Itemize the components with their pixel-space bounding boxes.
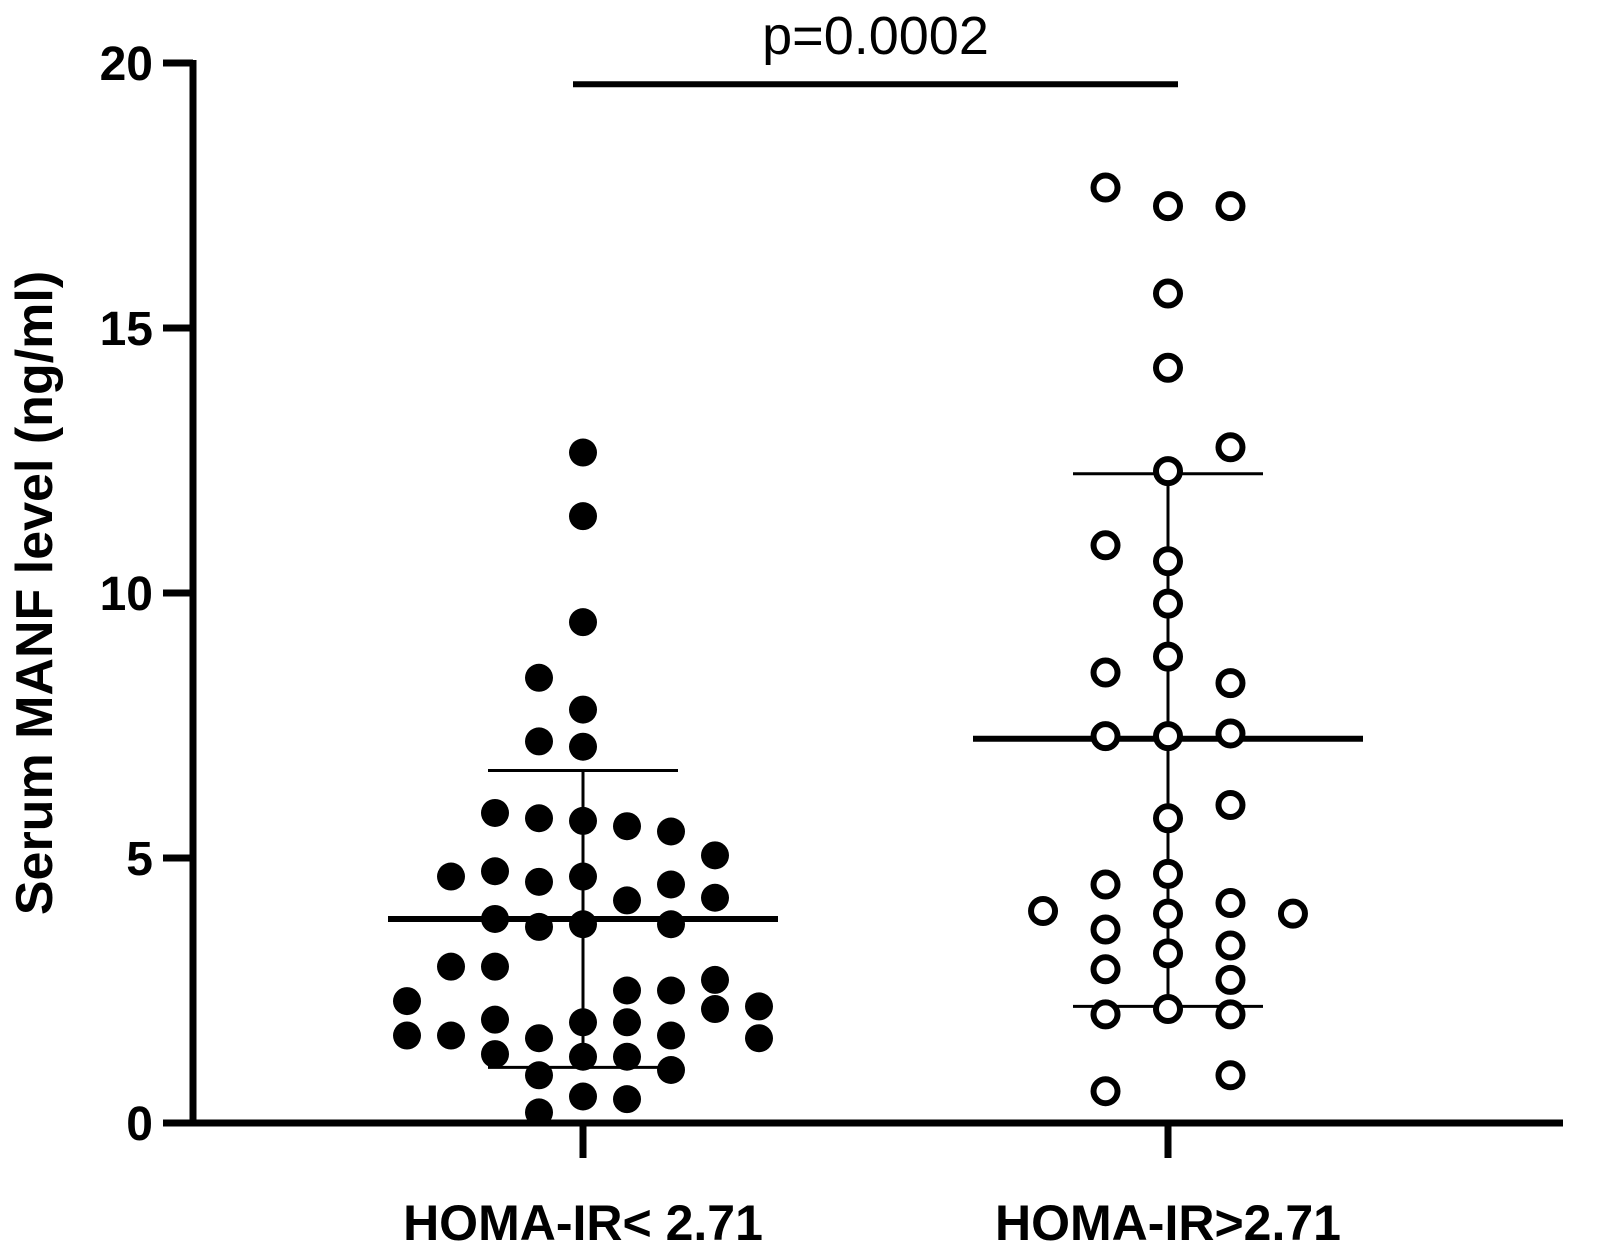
y-tick-label: 0 [126,1098,153,1151]
y-tick-label: 20 [100,38,153,91]
data-point [569,1008,597,1037]
data-point [525,663,553,692]
y-axis: 0 5 10 15 20 [100,38,197,1151]
data-point [1090,1076,1121,1107]
data-point [481,1005,509,1034]
data-point [1153,858,1183,889]
y-axis-title: Serum MANF level (ng/ml) [6,271,64,915]
data-point [1090,721,1121,752]
data-point [1090,657,1121,688]
data-point [569,608,597,637]
data-point [1215,888,1246,919]
data-point [569,438,597,467]
data-point [1153,456,1183,487]
data-point [1215,999,1246,1030]
data-point [437,862,465,891]
data-point [613,812,641,841]
data-point [525,727,553,756]
data-point [1153,994,1183,1025]
data-point [1215,718,1246,749]
data-point [569,695,597,724]
data-point [1090,869,1121,900]
data-point [613,1008,641,1037]
data-point [613,1042,641,1071]
data-point [613,886,641,915]
data-point [745,992,773,1021]
data-point [657,1021,685,1050]
data-point [701,841,729,870]
data-point [437,952,465,981]
y-tick-label: 10 [100,568,153,621]
data-point [1153,191,1183,222]
data-point [1215,790,1246,820]
data-point [569,862,597,891]
data-point [701,883,729,912]
data-point [657,870,685,899]
data-point [525,867,553,896]
data-point [481,798,509,827]
data-point [701,965,729,994]
data-point [1090,954,1121,985]
data-point [1277,898,1308,929]
data-point [1090,530,1121,561]
data-point [569,1042,597,1071]
data-point [1215,1060,1246,1091]
data-point [1028,896,1059,926]
data-point [481,904,509,933]
data-point [1153,352,1183,383]
data-point [657,910,685,939]
data-point [525,1061,553,1090]
data-points [393,172,1308,1127]
p-value-label: p=0.0002 [762,6,989,66]
data-point [1153,278,1183,309]
data-point [1215,432,1246,463]
data-point [525,1024,553,1053]
y-tick-label: 5 [126,833,153,886]
data-point [569,910,597,939]
data-point [481,857,509,886]
x-axis: HOMA-IR< 2.71 HOMA-IR>2.71 [190,1119,1563,1251]
data-point [393,987,421,1016]
data-point [1090,999,1121,1030]
data-point [745,1024,773,1053]
data-point [613,976,641,1005]
data-point [569,1082,597,1111]
data-point [569,502,597,531]
y-tick-label: 15 [100,303,153,356]
data-point [657,817,685,846]
data-point [1153,588,1183,619]
data-point [1153,641,1183,672]
data-point [1215,930,1246,961]
x-category-label: HOMA-IR>2.71 [995,1195,1341,1251]
data-point [481,952,509,981]
data-point [569,732,597,761]
data-point [393,1021,421,1050]
x-category-label: HOMA-IR< 2.71 [403,1195,763,1251]
data-point [657,976,685,1005]
data-point [657,1056,685,1084]
data-point [1215,668,1246,699]
significance-annotation: p=0.0002 [573,6,1178,88]
data-point [1090,914,1121,945]
data-point [1153,898,1183,929]
data-point [1153,803,1183,834]
data-point [613,1085,641,1114]
data-point [1153,938,1183,969]
data-point [1090,172,1121,203]
data-point [1153,721,1183,752]
data-point [437,1021,465,1050]
data-point [525,1098,553,1127]
data-point [525,804,553,833]
data-point [481,1040,509,1069]
data-point [1215,191,1246,222]
data-point [701,995,729,1024]
data-point [1215,964,1246,995]
data-point [525,912,553,941]
data-point [569,806,597,835]
data-point [1153,546,1183,577]
